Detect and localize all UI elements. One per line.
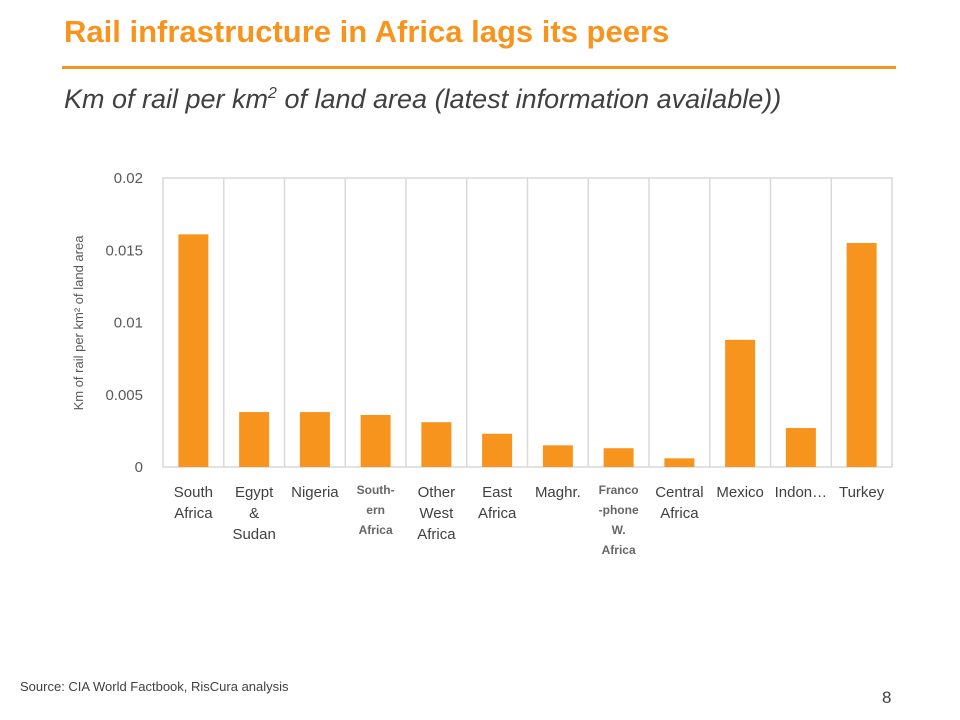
y-tick-label: 0.02 xyxy=(114,170,143,187)
bar xyxy=(239,412,270,467)
page-number: 8 xyxy=(882,688,892,707)
bar xyxy=(299,412,330,467)
y-tick-label: 0 xyxy=(135,459,143,476)
bar xyxy=(178,234,209,467)
bar xyxy=(603,448,634,467)
y-tick-label: 0.005 xyxy=(105,387,143,404)
x-category-label: Other West Africa xyxy=(417,484,456,543)
x-category-label: South Africa xyxy=(174,484,213,522)
chart-subtitle: Km of rail per km2 of land area (latest … xyxy=(64,84,781,115)
bar xyxy=(482,433,513,467)
bar xyxy=(664,458,695,467)
x-category-label: Franco -phone W. Africa xyxy=(599,483,639,557)
subtitle-prefix: Km of rail per km xyxy=(64,84,269,114)
subtitle-suffix: of land area (latest information availab… xyxy=(276,84,782,114)
bar-chart: 0 0.005 0.01 0.015 0.02 South Africa Egypt & Sud… xyxy=(71,170,893,557)
bar xyxy=(542,445,573,467)
bar xyxy=(846,243,877,467)
y-axis-label: Km of rail per km² of land area xyxy=(71,235,86,411)
source-note: Source: CIA World Factbook, RisCura anal… xyxy=(20,679,289,694)
chart-gridlines xyxy=(162,177,893,468)
x-category-label: Turkey xyxy=(839,484,885,501)
y-axis-ticks: 0 0.005 0.01 0.015 0.02 xyxy=(105,170,143,476)
subtitle-superscript: 2 xyxy=(268,85,277,102)
slide-title: Rail infrastructure in Africa lags its p… xyxy=(64,14,670,49)
x-category-label: Mexico xyxy=(716,484,764,501)
bar xyxy=(725,339,756,467)
x-category-label: East Africa xyxy=(478,484,517,522)
x-category-label: Nigeria xyxy=(291,484,339,501)
bar xyxy=(785,427,816,467)
chart-bars xyxy=(178,234,877,467)
title-divider xyxy=(62,66,896,69)
x-category-label: Maghr. xyxy=(535,484,581,501)
x-category-label: Indon… xyxy=(775,484,828,501)
bar xyxy=(360,414,391,467)
x-category-label: South-ern Africa xyxy=(357,483,395,537)
x-category-label: Egypt & Sudan xyxy=(232,484,275,543)
bar xyxy=(421,422,452,467)
x-category-label: Central Africa xyxy=(655,484,703,522)
y-tick-label: 0.01 xyxy=(114,315,143,332)
x-axis-categories: South Africa Egypt & Sudan Nigeria South-ern Af… xyxy=(174,483,885,557)
y-tick-label: 0.015 xyxy=(105,242,143,259)
